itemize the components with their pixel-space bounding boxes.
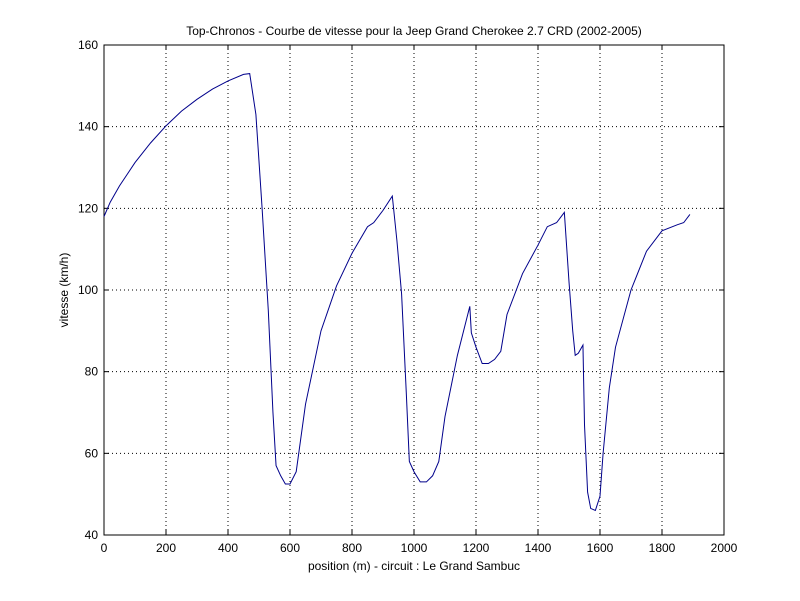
chart-title: Top-Chronos - Courbe de vitesse pour la … bbox=[186, 24, 642, 38]
speed-series-line bbox=[103, 73, 691, 512]
x-tick-labels: 0 200 400 600 800 1000 1200 1400 1600 1800 2000 bbox=[101, 541, 738, 555]
x-tick-label: 1000 bbox=[401, 541, 428, 555]
y-tick-label: 120 bbox=[78, 201, 98, 215]
x-tick-label: 1400 bbox=[525, 541, 552, 555]
x-tick-label: 400 bbox=[218, 541, 238, 555]
y-tick-label: 60 bbox=[85, 446, 99, 460]
y-tick-label: 160 bbox=[78, 38, 98, 52]
y-tick-label: 140 bbox=[78, 120, 98, 134]
x-tick-label: 800 bbox=[342, 541, 362, 555]
y-tick-label: 40 bbox=[85, 528, 99, 542]
y-axis-label: vitesse (km/h) bbox=[57, 253, 71, 328]
x-tick-label: 1800 bbox=[649, 541, 676, 555]
x-tick-label: 600 bbox=[280, 541, 300, 555]
y-tick-labels: 40 60 80 100 120 140 160 bbox=[78, 38, 98, 542]
x-tick-label: 0 bbox=[101, 541, 108, 555]
y-tick-label: 100 bbox=[78, 283, 98, 297]
x-axis-label: position (m) - circuit : Le Grand Sambuc bbox=[308, 559, 520, 573]
grid-lines bbox=[104, 45, 724, 535]
x-tick-label: 2000 bbox=[711, 541, 738, 555]
x-tick-label: 200 bbox=[156, 541, 176, 555]
y-tick-label: 80 bbox=[85, 365, 99, 379]
axis-ticks bbox=[103, 44, 725, 536]
x-tick-label: 1600 bbox=[587, 541, 614, 555]
x-tick-label: 1200 bbox=[463, 541, 490, 555]
